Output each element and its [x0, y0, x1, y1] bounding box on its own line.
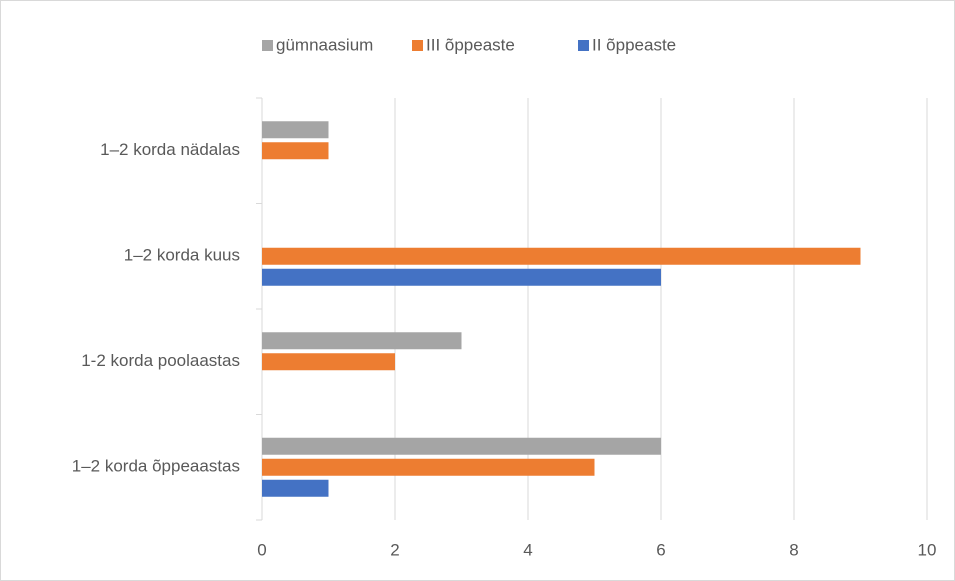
legend-label: II õppeaste: [592, 35, 676, 54]
legend-label: III õppeaste: [426, 35, 515, 54]
y-tick-label: 1–2 korda kuus: [124, 246, 240, 265]
bar: [262, 332, 462, 350]
x-tick-label: 4: [523, 540, 532, 559]
bar: [262, 268, 661, 286]
x-tick-label: 0: [257, 540, 266, 559]
x-tick-label: 6: [656, 540, 665, 559]
y-tick-label: 1-2 korda poolaastas: [81, 351, 240, 370]
bar: [262, 437, 661, 455]
legend-swatch: [578, 40, 589, 51]
bar: [262, 247, 861, 265]
x-tick-label: 8: [789, 540, 798, 559]
legend-swatch: [412, 40, 423, 51]
bar: [262, 142, 329, 160]
y-tick-label: 1–2 korda õppeaastas: [72, 457, 240, 476]
bar: [262, 479, 329, 497]
bar: [262, 353, 395, 371]
x-tick-label: 10: [918, 540, 937, 559]
legend-label: gümnaasium: [276, 35, 373, 54]
bar: [262, 121, 329, 139]
y-tick-label: 1–2 korda nädalas: [100, 140, 240, 159]
legend-swatch: [262, 40, 273, 51]
x-tick-label: 2: [390, 540, 399, 559]
bar: [262, 458, 595, 476]
